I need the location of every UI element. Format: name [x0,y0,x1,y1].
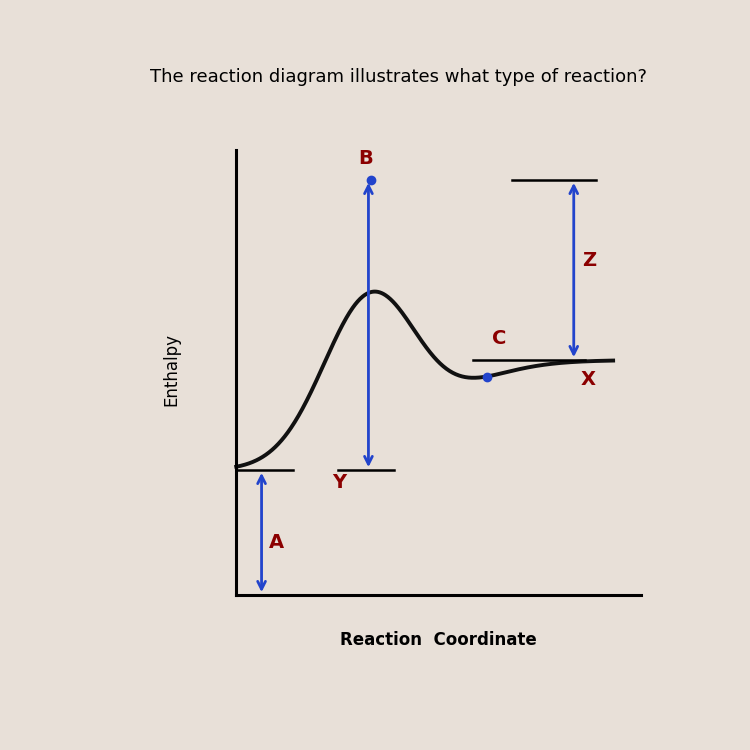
Text: Z: Z [582,251,596,269]
Text: A: A [268,533,284,552]
Text: X: X [580,370,596,389]
Text: C: C [492,328,506,347]
Text: B: B [358,148,373,167]
Text: The reaction diagram illustrates what type of reaction?: The reaction diagram illustrates what ty… [150,68,647,86]
Text: Reaction  Coordinate: Reaction Coordinate [340,631,537,649]
Text: Y: Y [332,472,346,491]
Text: Enthalpy: Enthalpy [163,334,181,406]
